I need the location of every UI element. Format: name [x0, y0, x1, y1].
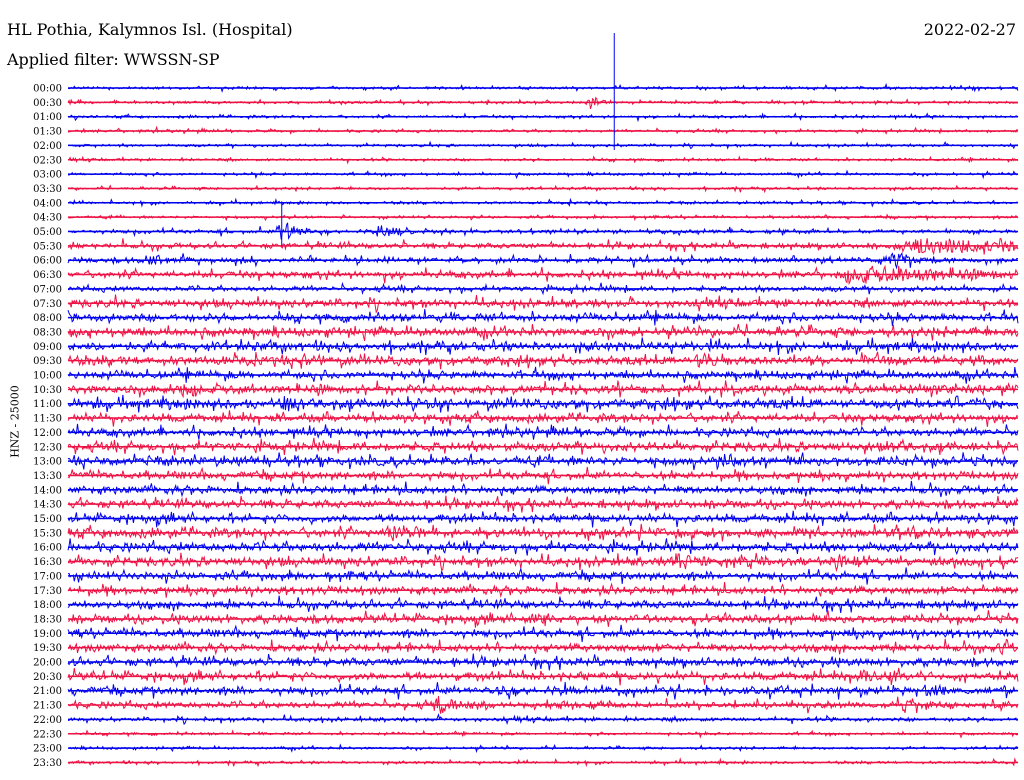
- trace-line: [67, 337, 1019, 356]
- row-time-label: 02:30: [33, 155, 62, 166]
- row-time-label: 23:00: [33, 744, 62, 755]
- row-time-label: 05:30: [33, 241, 62, 252]
- row-time-label: 20:30: [33, 672, 62, 683]
- row-time-label: 06:00: [33, 256, 62, 267]
- trace-line: [67, 538, 1019, 556]
- trace-line: [67, 96, 1018, 110]
- trace-line: [67, 480, 1019, 498]
- row-time-label: 11:30: [33, 414, 62, 425]
- row-time-label: 03:00: [33, 170, 62, 181]
- row-time-label: 14:30: [33, 500, 62, 511]
- row-time-label: 01:30: [33, 127, 62, 138]
- trace-line: [67, 380, 1019, 399]
- row-time-label: 03:30: [33, 184, 62, 195]
- trace-line: [67, 495, 1019, 513]
- row-time-label: 12:30: [33, 442, 62, 453]
- row-time-label: 18:30: [33, 614, 62, 625]
- row-time-label: 15:00: [33, 514, 62, 525]
- row-time-label: 00:00: [33, 84, 62, 95]
- row-time-label: 23:30: [33, 758, 62, 769]
- station-title: HL Pothia, Kalymnos Isl. (Hospital): [7, 20, 293, 39]
- row-time-label: 12:00: [33, 428, 62, 439]
- row-time-label: 04:00: [33, 198, 62, 209]
- row-time-label: 06:30: [33, 270, 62, 281]
- filter-label: Applied filter: WWSSN-SP: [7, 50, 220, 69]
- trace-line: [67, 222, 1019, 240]
- row-time-label: 21:30: [33, 701, 62, 712]
- row-time-label: 16:00: [33, 543, 62, 554]
- trace-line: [67, 523, 1019, 542]
- date-label: 2022-02-27: [923, 20, 1016, 39]
- row-time-label: 01:00: [33, 112, 62, 123]
- row-time-label: 19:00: [33, 629, 62, 640]
- row-time-label: 20:00: [33, 658, 62, 669]
- row-time-label: 19:30: [33, 643, 62, 654]
- row-time-label: 05:00: [33, 227, 62, 238]
- trace-line: [67, 510, 1019, 528]
- row-time-label: 18:00: [33, 600, 62, 611]
- row-time-label: 22:30: [33, 729, 62, 740]
- row-time-label: 15:30: [33, 528, 62, 539]
- trace-line: [67, 323, 1019, 342]
- row-time-label: 09:30: [33, 356, 62, 367]
- row-time-label: 14:00: [33, 485, 62, 496]
- trace-line: [67, 437, 1019, 456]
- row-time-label: 02:00: [33, 141, 62, 152]
- trace-line: [67, 638, 1019, 656]
- trace-line: [67, 252, 1019, 270]
- row-time-label: 09:00: [33, 342, 62, 353]
- row-time-label: 08:30: [33, 327, 62, 338]
- row-time-label: 04:30: [33, 213, 62, 224]
- row-time-label: 13:30: [33, 471, 62, 482]
- row-time-label: 11:00: [33, 399, 62, 410]
- row-time-label: 17:00: [33, 571, 62, 582]
- row-time-label: 10:30: [33, 385, 62, 396]
- trace-line: [67, 351, 1019, 370]
- row-time-label: 00:30: [33, 98, 62, 109]
- row-time-label: 21:00: [33, 686, 62, 697]
- row-time-label: 13:00: [33, 457, 62, 468]
- row-time-label: 16:30: [33, 557, 62, 568]
- row-time-label: 22:00: [33, 715, 62, 726]
- row-time-label: 17:30: [33, 586, 62, 597]
- row-time-label: 10:00: [33, 371, 62, 382]
- trace-line: [67, 567, 1019, 585]
- row-time-label: 07:00: [33, 284, 62, 295]
- trace-line: [67, 582, 1019, 598]
- row-time-label: 08:00: [33, 313, 62, 324]
- row-time-label: 07:30: [33, 299, 62, 310]
